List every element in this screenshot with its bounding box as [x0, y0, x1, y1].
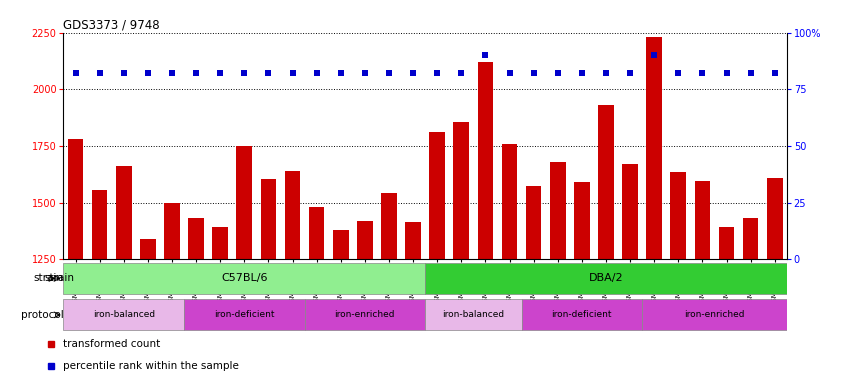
Bar	[425, 300, 521, 330]
Text: transformed count: transformed count	[63, 339, 161, 349]
Point	[165, 70, 179, 76]
Point	[575, 70, 589, 76]
Bar	[188, 218, 204, 259]
Point	[334, 70, 348, 76]
Bar	[622, 164, 638, 259]
Text: iron-deficient: iron-deficient	[214, 310, 275, 319]
Bar	[453, 122, 470, 259]
Bar	[646, 37, 662, 259]
Bar	[766, 178, 783, 259]
Bar	[91, 190, 107, 259]
Point	[382, 70, 396, 76]
Text: protocol: protocol	[20, 310, 63, 320]
Text: iron-balanced: iron-balanced	[442, 310, 504, 319]
Bar	[63, 300, 184, 330]
Point	[454, 70, 468, 76]
Text: strain: strain	[45, 273, 74, 283]
Bar	[284, 171, 300, 259]
Point	[647, 52, 661, 58]
Text: iron-balanced: iron-balanced	[93, 310, 155, 319]
Point	[190, 70, 203, 76]
Point	[69, 70, 82, 76]
Bar	[68, 139, 84, 259]
Bar	[305, 300, 425, 330]
Point	[720, 70, 733, 76]
Point	[93, 70, 107, 76]
Bar	[184, 300, 305, 330]
Point	[358, 70, 371, 76]
Bar	[63, 263, 425, 294]
Bar	[574, 182, 590, 259]
Point	[431, 70, 444, 76]
Point	[238, 70, 251, 76]
Point	[768, 70, 782, 76]
Bar	[261, 179, 277, 259]
Text: iron-deficient: iron-deficient	[552, 310, 613, 319]
Bar	[521, 300, 642, 330]
Bar	[743, 218, 759, 259]
Point	[672, 70, 685, 76]
Text: DBA/2: DBA/2	[589, 273, 624, 283]
Bar	[598, 105, 614, 259]
Text: C57BL/6: C57BL/6	[221, 273, 267, 283]
Bar	[550, 162, 566, 259]
Point	[624, 70, 637, 76]
Text: percentile rank within the sample: percentile rank within the sample	[63, 361, 239, 371]
Point	[599, 70, 613, 76]
Point	[286, 70, 299, 76]
Point	[406, 70, 420, 76]
Point	[695, 70, 709, 76]
Bar	[670, 172, 686, 259]
Bar	[425, 263, 787, 294]
Point	[117, 70, 130, 76]
Bar	[429, 132, 445, 259]
Bar	[695, 181, 711, 259]
Bar	[642, 300, 787, 330]
Bar	[718, 227, 734, 259]
Text: iron-enriched: iron-enriched	[684, 310, 744, 319]
Bar	[502, 144, 518, 259]
Point	[261, 70, 275, 76]
Bar	[212, 227, 228, 259]
Point	[141, 70, 155, 76]
Bar	[357, 221, 373, 259]
Bar	[332, 230, 349, 259]
Text: strain: strain	[34, 273, 63, 283]
Bar	[164, 203, 180, 259]
Text: iron-enriched: iron-enriched	[334, 310, 395, 319]
Point	[213, 70, 227, 76]
Bar	[525, 185, 541, 259]
Bar	[309, 207, 325, 259]
Point	[744, 70, 757, 76]
Point	[503, 70, 516, 76]
Bar	[140, 239, 156, 259]
Bar	[405, 222, 421, 259]
Point	[551, 70, 564, 76]
Text: GDS3373 / 9748: GDS3373 / 9748	[63, 18, 160, 31]
Point	[527, 70, 541, 76]
Bar	[236, 146, 252, 259]
Bar	[477, 62, 493, 259]
Point	[479, 52, 492, 58]
Bar	[116, 166, 132, 259]
Point	[310, 70, 323, 76]
Bar	[381, 194, 397, 259]
